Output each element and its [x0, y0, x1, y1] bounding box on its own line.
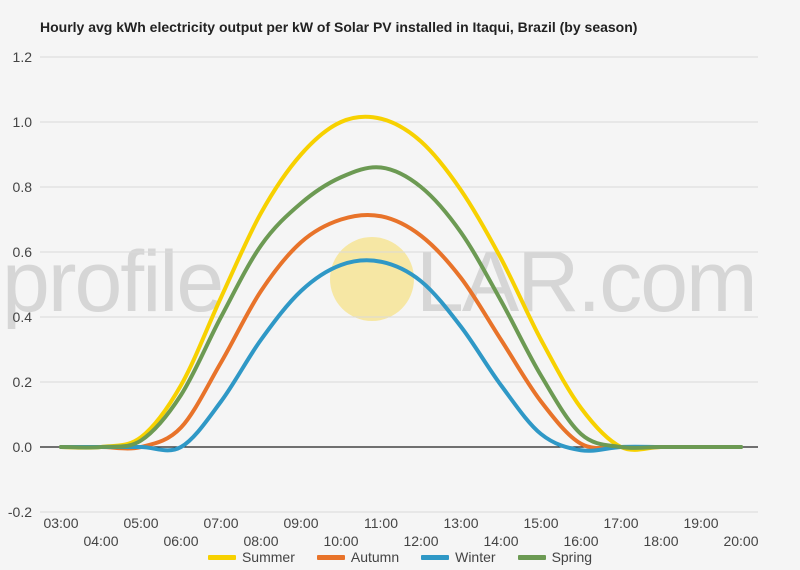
x-tick-label: 20:00 [723, 533, 758, 549]
watermark-text-right: LAR.com [416, 234, 756, 330]
x-tick-label: 17:00 [603, 515, 638, 531]
x-tick-label: 15:00 [523, 515, 558, 531]
x-tick-label: 11:00 [364, 515, 398, 531]
x-tick-label: 13:00 [443, 515, 478, 531]
y-tick-label: -0.2 [8, 504, 32, 520]
y-tick-label: 1.0 [13, 114, 33, 130]
x-tick-label: 05:00 [123, 515, 158, 531]
x-tick-label: 18:00 [643, 533, 678, 549]
x-tick-label: 03:00 [43, 515, 78, 531]
legend-item-spring: Spring [517, 549, 593, 565]
grid [40, 56, 758, 513]
y-tick-label: 0.0 [13, 439, 33, 455]
y-tick-label: 0.2 [13, 374, 33, 390]
y-axis-ticks: -0.2 0.0 0.2 0.4 0.6 0.8 1.0 1.2 [8, 49, 32, 520]
legend-label: Spring [551, 549, 593, 565]
watermark-sun-icon [330, 237, 414, 321]
series-line-spring [59, 165, 743, 450]
legend-label: Autumn [350, 549, 400, 565]
x-tick-label: 06:00 [163, 533, 198, 549]
legend-item-autumn: Autumn [316, 549, 400, 565]
watermark-text-left: profile [2, 234, 222, 330]
x-tick-label: 12:00 [403, 533, 438, 549]
legend-swatch [207, 554, 236, 560]
y-tick-label: 0.4 [13, 309, 33, 325]
x-axis-ticks: 03:00 04:00 05:00 06:00 07:00 08:00 09:00 10:00… [43, 515, 758, 549]
legend-swatch [316, 554, 345, 560]
legend-swatch [421, 554, 450, 560]
chart-title: Hourly avg kWh electricity output per kW… [40, 19, 638, 35]
y-tick-label: 0.8 [13, 179, 33, 195]
series-lines [59, 114, 743, 453]
x-tick-label: 07:00 [203, 515, 238, 531]
y-tick-label: 0.6 [13, 244, 33, 260]
watermark: profile LAR.com [2, 234, 758, 330]
x-tick-label: 14:00 [483, 533, 518, 549]
x-tick-label: 09:00 [283, 515, 318, 531]
legend-label: Winter [455, 549, 496, 565]
legend: Summer Autumn Winter Spring [0, 549, 800, 565]
legend-item-summer: Summer [207, 549, 295, 565]
y-tick-label: 1.2 [13, 49, 33, 65]
legend-swatch [517, 554, 546, 560]
x-tick-label: 19:00 [683, 515, 718, 531]
x-tick-label: 10:00 [323, 533, 358, 549]
x-tick-label: 04:00 [83, 533, 118, 549]
legend-label: Summer [241, 549, 295, 565]
x-tick-label: 08:00 [243, 533, 278, 549]
legend-item-winter: Winter [421, 549, 496, 565]
x-tick-label: 16:00 [563, 533, 598, 549]
